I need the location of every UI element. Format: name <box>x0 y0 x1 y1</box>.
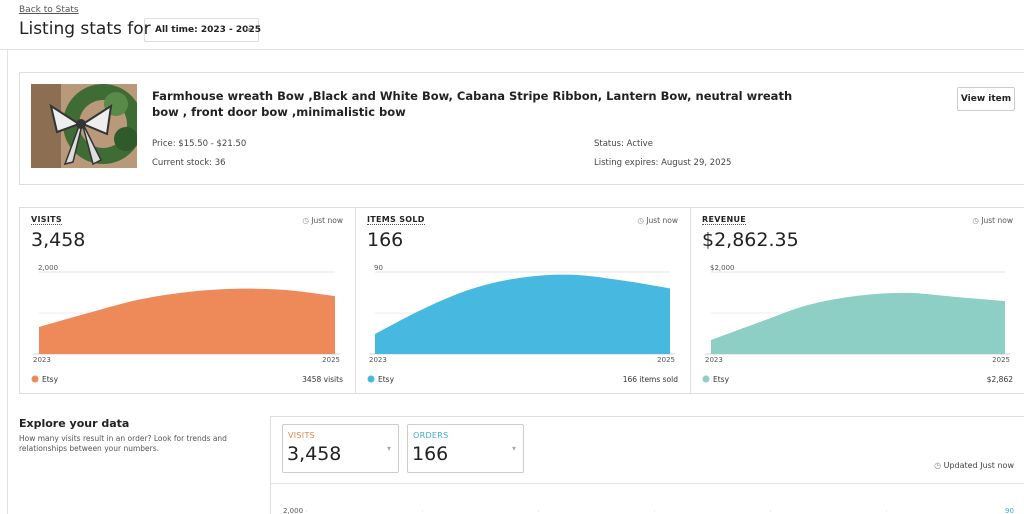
metric-label: VISITS <box>288 431 316 440</box>
listing-image <box>31 84 137 168</box>
metric-select[interactable]: ORDERS 166 ▾ <box>407 424 524 473</box>
y-tick-label: 90 <box>374 264 383 272</box>
panel-divider <box>355 208 356 393</box>
area <box>711 292 1005 354</box>
metric-label: ORDERS <box>413 431 449 440</box>
legend-label: Etsy <box>713 375 730 384</box>
caret <box>246 28 252 32</box>
caret: ▾ <box>387 444 392 453</box>
y2-tick-label: 90 <box>1005 507 1014 514</box>
listing-price: Price: $15.50 - $21.50 <box>152 139 247 149</box>
area <box>375 274 670 354</box>
listing-status: Status: Active <box>594 139 653 149</box>
x-tick-label: 2023 <box>33 356 51 364</box>
updated-text: Updated Just now <box>943 461 1014 470</box>
stat-label: REVENUE <box>702 215 747 225</box>
listing-expires: Listing expires: August 29, 2025 <box>594 158 732 168</box>
stat-total: 3,458 <box>31 229 86 251</box>
legend-dot <box>702 375 710 383</box>
explore-title: Explore your data <box>19 417 130 430</box>
clock-icon: ◷ <box>972 216 982 225</box>
legend-label: Etsy <box>378 375 395 384</box>
stat-total: 166 <box>367 229 404 251</box>
legend-dot <box>31 375 39 383</box>
clock-icon: ◷ <box>302 216 312 225</box>
clock-icon: ◷ <box>637 216 647 225</box>
listing-card <box>19 72 1024 185</box>
stat-updated: ◷ Just now <box>578 216 678 225</box>
back-link[interactable]: Back to Stats <box>19 5 79 15</box>
metric-value: 166 <box>412 443 449 465</box>
page-title: Listing stats for <box>19 19 151 39</box>
y-tick-label: 2,000 <box>38 264 58 272</box>
clock-icon: ◷ <box>934 461 944 470</box>
y-tick-label: 2,000 <box>283 507 303 514</box>
legend-value: 166 items sold <box>623 375 679 384</box>
period-label: All time: 2023 - 2025 <box>155 25 261 35</box>
legend-value: $2,862 <box>987 375 1013 384</box>
x-tick-label: 2025 <box>657 356 675 364</box>
listing-stock: Current stock: 36 <box>152 158 226 168</box>
x-tick-label: 2025 <box>992 356 1010 364</box>
area <box>39 288 335 354</box>
x-tick-label: 2025 <box>322 356 340 364</box>
metric-select[interactable]: VISITS 3,458 ▾ <box>282 424 399 473</box>
explore-description: How many visits result in an order? Look… <box>19 434 227 453</box>
updated-text: Just now <box>981 216 1013 225</box>
legend-value: 3458 visits <box>302 375 343 384</box>
stat-updated: ◷ Just now <box>913 216 1013 225</box>
metric-value: 3,458 <box>287 443 342 465</box>
side-divider <box>7 50 8 514</box>
header-divider <box>0 49 1024 50</box>
listing-title: Farmhouse wreath Bow ,Black and White Bo… <box>152 89 793 119</box>
period-select[interactable]: All time: 2023 - 2025 <box>144 18 261 42</box>
stat-updated: ◷ Just now <box>243 216 343 225</box>
updated-text: Just now <box>646 216 678 225</box>
updated-text: Just now <box>311 216 343 225</box>
y-tick-label: $2,000 <box>710 264 735 272</box>
stats-card <box>19 207 1024 394</box>
stat-total: $2,862.35 <box>702 229 799 251</box>
legend-dot <box>367 375 375 383</box>
legend-label: Etsy <box>42 375 59 384</box>
panel-divider <box>690 208 691 393</box>
x-tick-label: 2023 <box>369 356 387 364</box>
x-tick-label: 2023 <box>705 356 723 364</box>
view-item-button[interactable]: View item <box>957 87 1015 111</box>
stat-label: VISITS <box>31 215 62 225</box>
caret: ▾ <box>512 444 517 453</box>
explore-divider <box>271 483 1024 484</box>
explore-card <box>270 416 1024 514</box>
stat-label: ITEMS SOLD <box>367 215 425 225</box>
explore-updated: ◷ Updated Just now <box>934 461 1014 470</box>
